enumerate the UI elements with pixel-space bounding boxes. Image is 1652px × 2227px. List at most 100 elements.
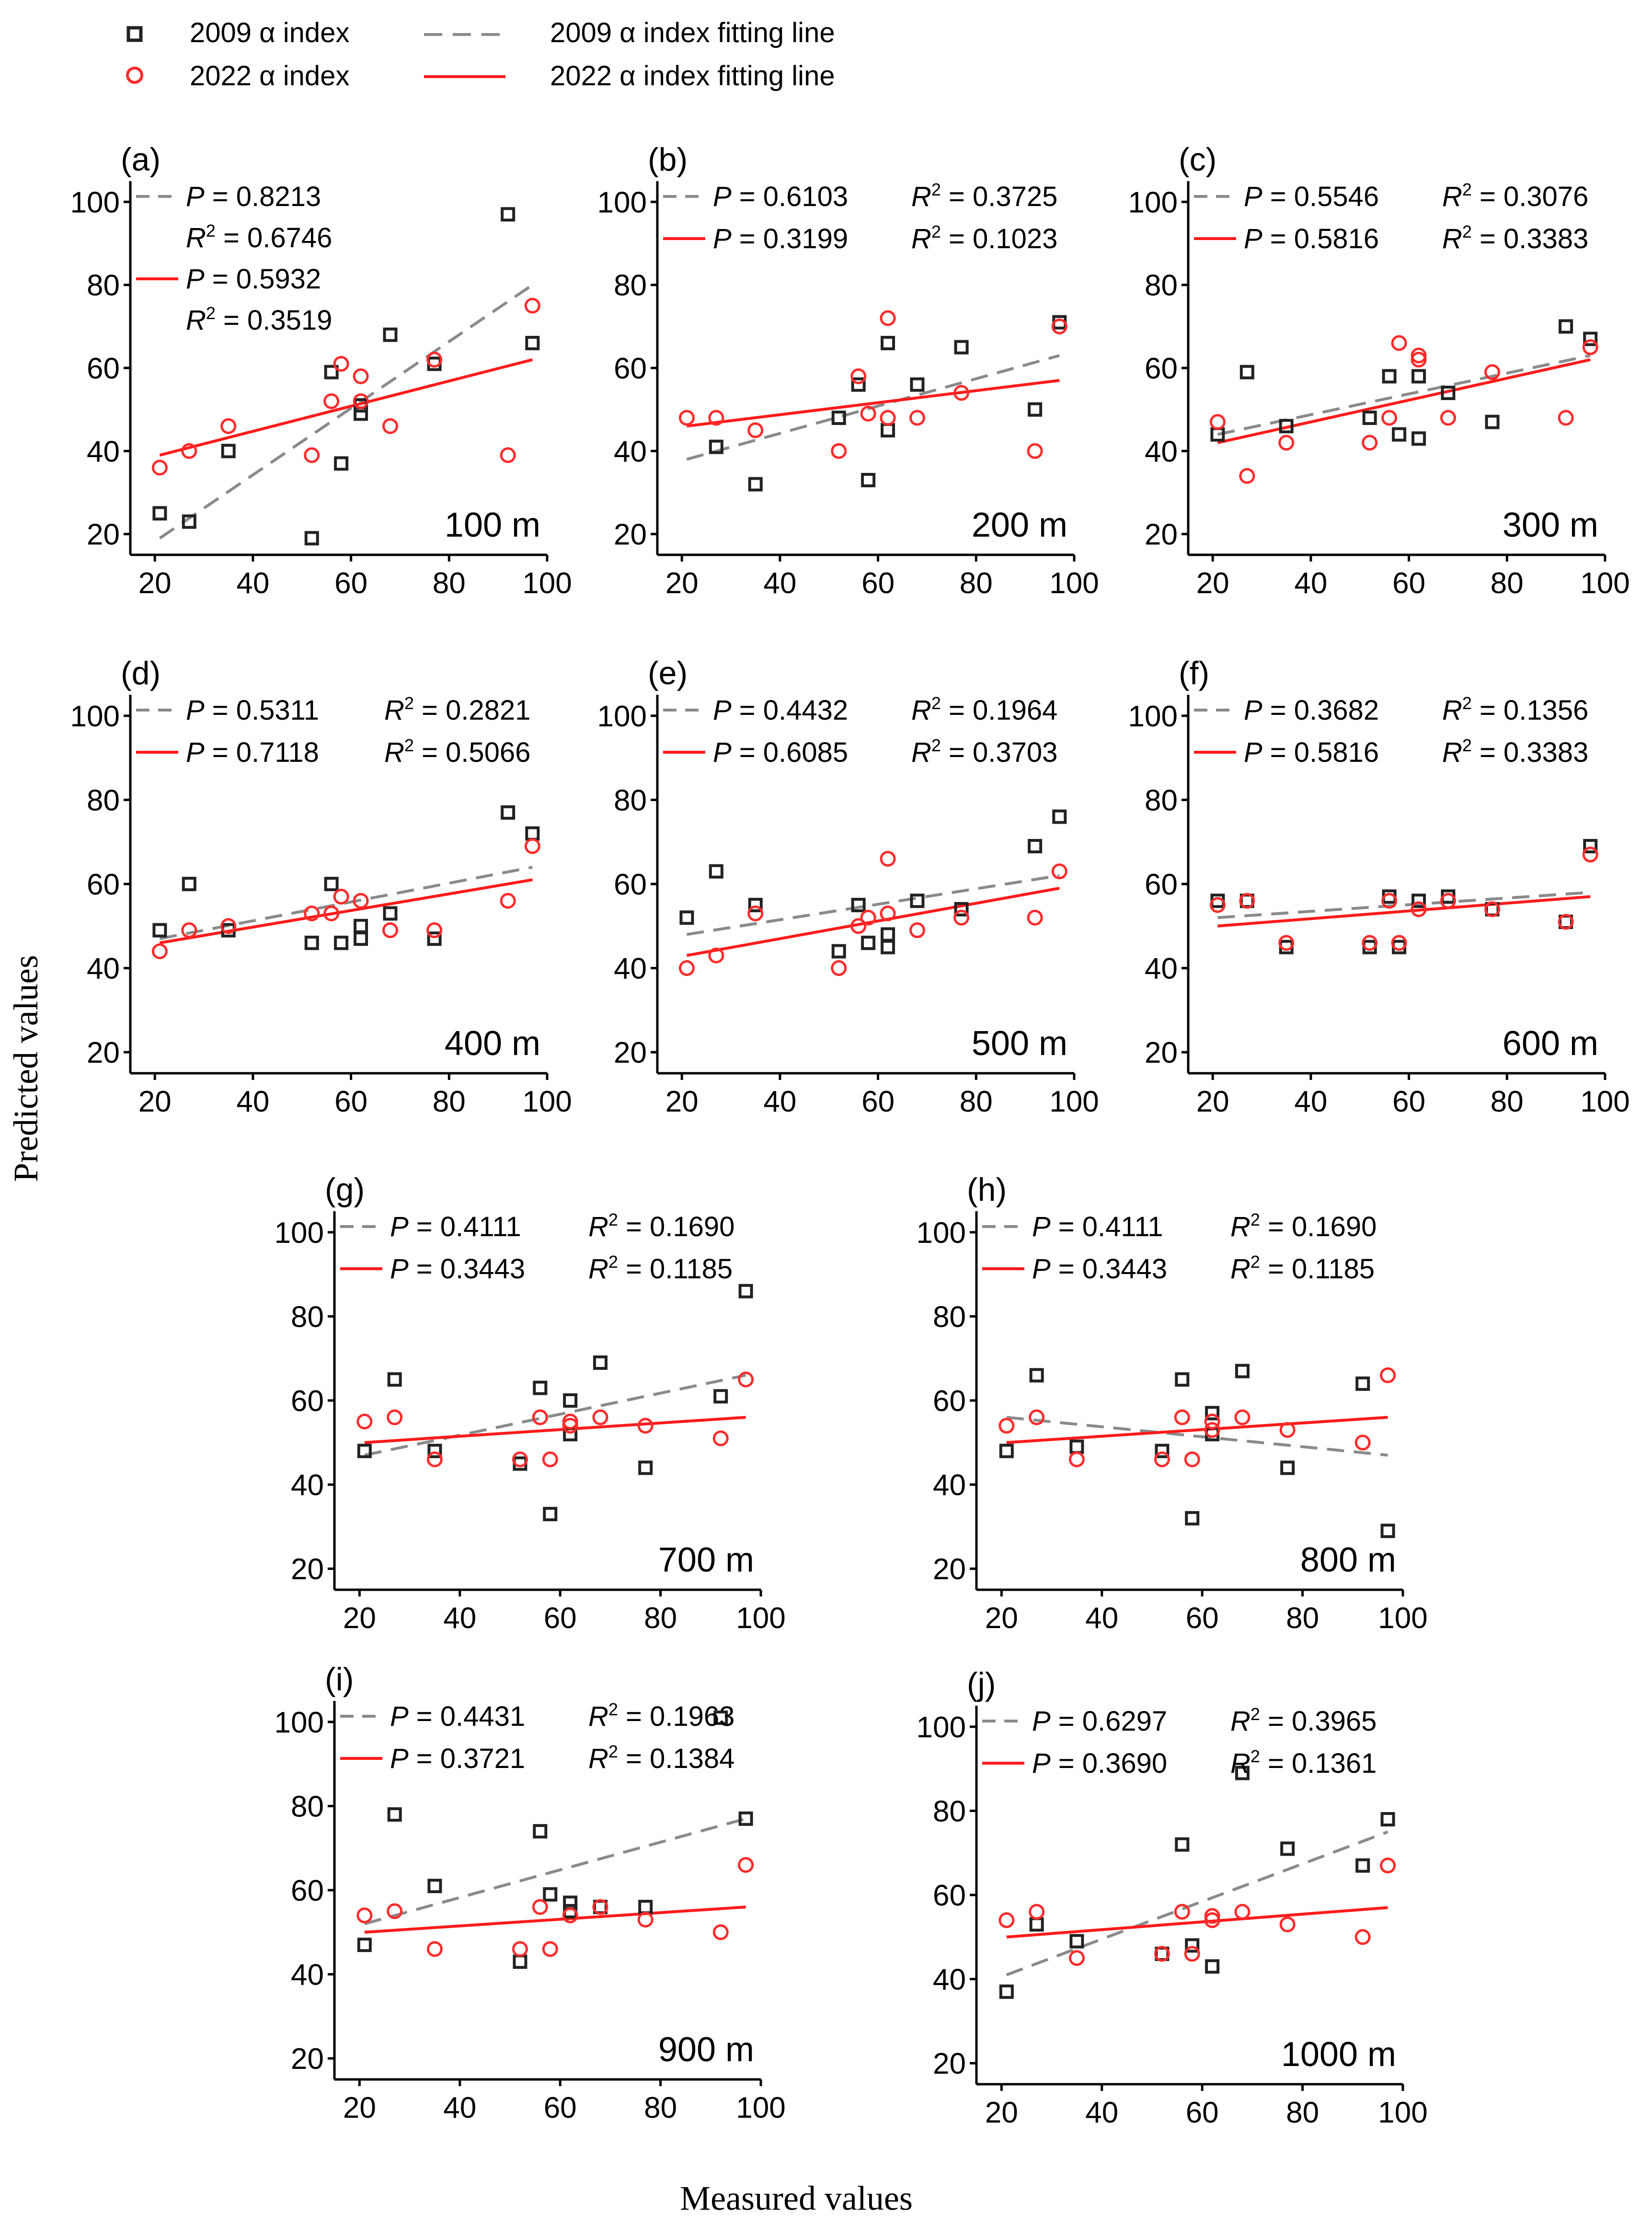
point-2009 <box>1029 1368 1044 1383</box>
x-tick-label: 80 <box>1286 1602 1319 1635</box>
point-2009 <box>427 1444 442 1458</box>
fit-line-2009 <box>159 865 533 941</box>
point-2009 <box>1069 1934 1084 1949</box>
point-2009 <box>1583 332 1598 346</box>
point-2022 <box>1204 1912 1220 1929</box>
point-2009 <box>182 514 196 529</box>
point-2009 <box>738 1811 753 1826</box>
x-tick-label: 40 <box>1294 567 1327 600</box>
panel-label: (f) <box>1179 655 1209 691</box>
point-2022 <box>1184 1451 1200 1468</box>
x-tick-label: 20 <box>343 2091 376 2124</box>
x-tick-label: 20 <box>665 1085 699 1118</box>
y-tick-label: 40 <box>291 1959 324 1992</box>
fit-line-2022 <box>159 878 533 944</box>
point-2009 <box>1485 414 1500 429</box>
y-tick-label: 60 <box>291 1385 324 1418</box>
stats-2022-p: P = 0.3721 <box>390 1743 525 1774</box>
point-2009 <box>861 935 876 950</box>
point-2022 <box>1381 893 1398 909</box>
y-tick-label: 100 <box>597 186 647 219</box>
x-axis-title: Measured values <box>680 2179 913 2217</box>
stats-2009-p: P = 0.4111 <box>390 1211 521 1242</box>
point-2022 <box>850 368 867 384</box>
point-2022 <box>1174 1409 1190 1425</box>
y-tick-label: 100 <box>275 1706 324 1739</box>
point-2022 <box>1029 1409 1045 1425</box>
point-2009 <box>851 377 866 392</box>
point-2022 <box>880 310 896 326</box>
point-2022 <box>1440 410 1456 426</box>
point-2022 <box>353 368 369 384</box>
x-tick-label: 100 <box>522 567 572 600</box>
point-2022 <box>953 385 970 401</box>
point-2022 <box>1027 909 1043 926</box>
y-tick-label: 80 <box>1145 784 1178 817</box>
point-2022 <box>333 888 349 905</box>
point-2022 <box>1204 1422 1220 1438</box>
y-tick-label: 100 <box>917 1711 966 1744</box>
panel-label: (b) <box>648 141 688 178</box>
x-tick-label: 40 <box>443 1602 476 1635</box>
point-2022 <box>1484 901 1501 918</box>
y-tick-label: 80 <box>87 784 120 817</box>
y-tick-label: 80 <box>87 269 120 302</box>
x-tick-label: 80 <box>1286 2096 1319 2129</box>
y-tick-label: 40 <box>1145 953 1178 986</box>
point-2009 <box>709 439 723 454</box>
y-tick-label: 80 <box>1145 269 1178 302</box>
panel-label: (c) <box>1179 141 1216 178</box>
x-tick-label: 20 <box>1196 567 1229 600</box>
y-tick-label: 60 <box>614 868 647 901</box>
x-tick-label: 60 <box>1186 2096 1219 2129</box>
point-2009 <box>851 897 866 912</box>
point-2009 <box>525 336 540 350</box>
panel-stats-legend: P = 0.4111 R2 = 0.1690 P = 0.3443 R2 = 0.11… <box>982 1210 1377 1285</box>
point-2022 <box>1278 935 1295 951</box>
stats-2022-r2: R2 = 0.3383 <box>1442 222 1588 254</box>
point-2009 <box>501 805 516 820</box>
x-tick-label: 20 <box>1196 1085 1229 1118</box>
stats-2022-p: P = 0.5816 <box>1244 737 1379 768</box>
point-2009 <box>357 1444 372 1458</box>
point-2022 <box>998 1418 1015 1434</box>
x-tick-label: 40 <box>763 567 796 600</box>
point-2009 <box>748 477 763 492</box>
point-2022 <box>1362 435 1378 451</box>
point-2022 <box>1278 435 1295 451</box>
point-2009 <box>1441 386 1456 400</box>
distance-label: 500 m <box>972 1024 1067 1063</box>
y-tick-label: 20 <box>291 1553 324 1586</box>
x-tick-label: 80 <box>644 1602 677 1635</box>
y-tick-label: 20 <box>614 1036 647 1069</box>
stats-2022-r2: R2 = 0.1185 <box>588 1252 733 1285</box>
point-2009 <box>1362 411 1377 425</box>
x-tick-label: 60 <box>861 1085 895 1118</box>
point-2009 <box>383 906 398 921</box>
x-tick-label: 40 <box>1085 2096 1118 2129</box>
x-tick-label: 60 <box>861 567 895 600</box>
point-2022 <box>524 838 540 854</box>
stats-2009-r2: R2 = 0.1690 <box>1230 1210 1377 1242</box>
panel-label: (g) <box>325 1171 365 1208</box>
y-tick-label: 20 <box>1145 1036 1178 1069</box>
point-2009 <box>748 897 763 912</box>
y-tick-label: 40 <box>87 953 120 986</box>
fit-line-2009 <box>1006 1830 1388 1976</box>
point-2022 <box>220 418 237 434</box>
stats-2009-r2: R2 = 0.3965 <box>1230 1704 1377 1737</box>
stats-2022-p: P = 0.5932 <box>186 264 321 295</box>
x-tick-label: 40 <box>1085 1602 1118 1635</box>
point-2009 <box>1175 1372 1190 1387</box>
point-2022 <box>1239 468 1255 484</box>
x-tick-label: 80 <box>960 1085 993 1118</box>
point-2009 <box>1411 369 1426 384</box>
x-tick-label: 20 <box>343 1602 376 1635</box>
fit-line-2022 <box>364 1416 746 1444</box>
point-2009 <box>324 365 339 379</box>
point-2022 <box>220 918 237 934</box>
stats-2022-p: P = 0.7118 <box>186 737 319 768</box>
point-2009 <box>533 1380 548 1395</box>
point-2022 <box>500 447 516 463</box>
